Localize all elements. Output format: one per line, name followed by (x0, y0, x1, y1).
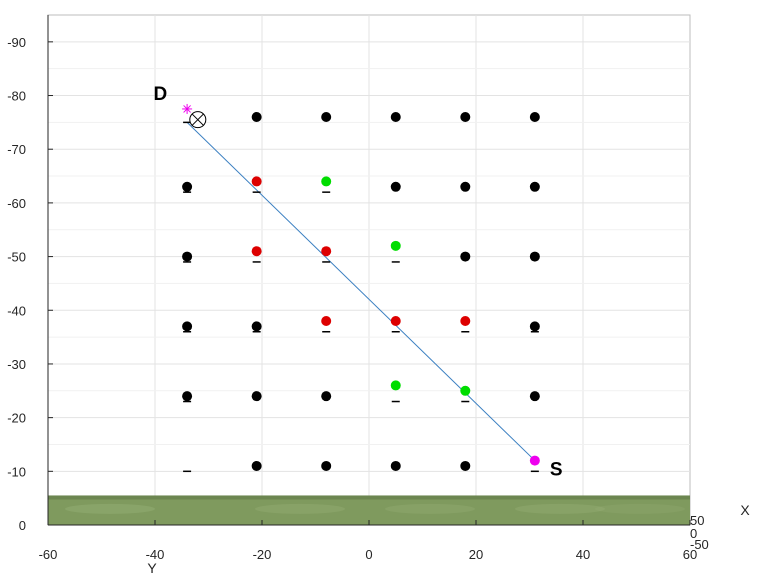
data-point (321, 176, 332, 187)
destination-markers (182, 103, 207, 129)
x-tick-label: 0 (365, 547, 372, 562)
data-point (529, 391, 540, 402)
ground-edge (48, 495, 690, 500)
y-tick-label: -50 (7, 250, 26, 265)
data-point (390, 380, 401, 391)
data-point (460, 112, 471, 122)
data-point (251, 321, 262, 332)
y-tick-label: -60 (7, 196, 26, 211)
data-point (251, 460, 262, 471)
y-tick-label: -10 (7, 464, 26, 479)
data-point (529, 251, 540, 262)
data-point (390, 181, 401, 192)
ground-texture (255, 503, 345, 514)
data-point (529, 112, 540, 122)
annotation-s: S (550, 460, 563, 481)
z-axis-label: X (740, 502, 750, 518)
data-point (321, 391, 332, 402)
data-point (529, 455, 540, 466)
data-point (460, 460, 471, 471)
data-point (390, 112, 401, 122)
z-tick-label: 0 (690, 526, 697, 541)
ground-texture (595, 503, 685, 514)
data-point (390, 460, 401, 471)
ground-texture (515, 503, 605, 514)
y-tick-label: -20 (7, 411, 26, 426)
shadow-marks (183, 121, 539, 473)
y-tick-label: 0 (19, 518, 26, 533)
data-point (182, 391, 193, 402)
data-point (182, 181, 193, 192)
z-tick-label: -50 (690, 537, 709, 552)
data-point (251, 391, 262, 402)
y-tick-label: -30 (7, 357, 26, 372)
x-tick-label: 40 (576, 547, 590, 562)
data-point (390, 316, 401, 326)
x-tick-label: -60 (39, 547, 58, 562)
data-point (251, 246, 262, 257)
ground-texture (385, 503, 475, 514)
data-point (460, 316, 471, 326)
ground-texture (65, 503, 155, 514)
data-point (182, 251, 193, 262)
path-line (186, 122, 536, 461)
target-cross (191, 113, 204, 126)
star-marker (183, 105, 191, 113)
y-tick-label: -80 (7, 89, 26, 104)
x-tick-label: -20 (253, 547, 272, 562)
x-tick-label: -40 (146, 547, 165, 562)
data-point (460, 181, 471, 192)
x-axis-label: Y (147, 560, 157, 576)
data-point (460, 251, 471, 262)
x-tick-label: 20 (469, 547, 483, 562)
data-point (529, 181, 540, 192)
data-point (390, 240, 401, 251)
data-point (182, 321, 193, 332)
annotation-d: D (153, 84, 167, 105)
y-tick-label: -40 (7, 303, 26, 318)
z-tick-label: 50 (690, 513, 704, 528)
x-tick-label: 60 (683, 547, 697, 562)
y-tick-label: -70 (7, 142, 26, 157)
y-tick-label: -90 (7, 35, 26, 50)
path-layer (186, 122, 536, 461)
axes: -60 -40 -20 0 20 40 60 0 -10 -20 -30 -40 -50 -60 -70 -8… (7, 15, 697, 562)
data-point (321, 460, 332, 471)
grid (48, 15, 690, 525)
data-point (321, 316, 332, 326)
data-point (251, 176, 262, 187)
data-point (529, 321, 540, 332)
points (182, 112, 540, 471)
data-point (321, 246, 332, 257)
data-point (251, 112, 262, 122)
data-point (321, 112, 332, 122)
data-point (460, 385, 471, 396)
